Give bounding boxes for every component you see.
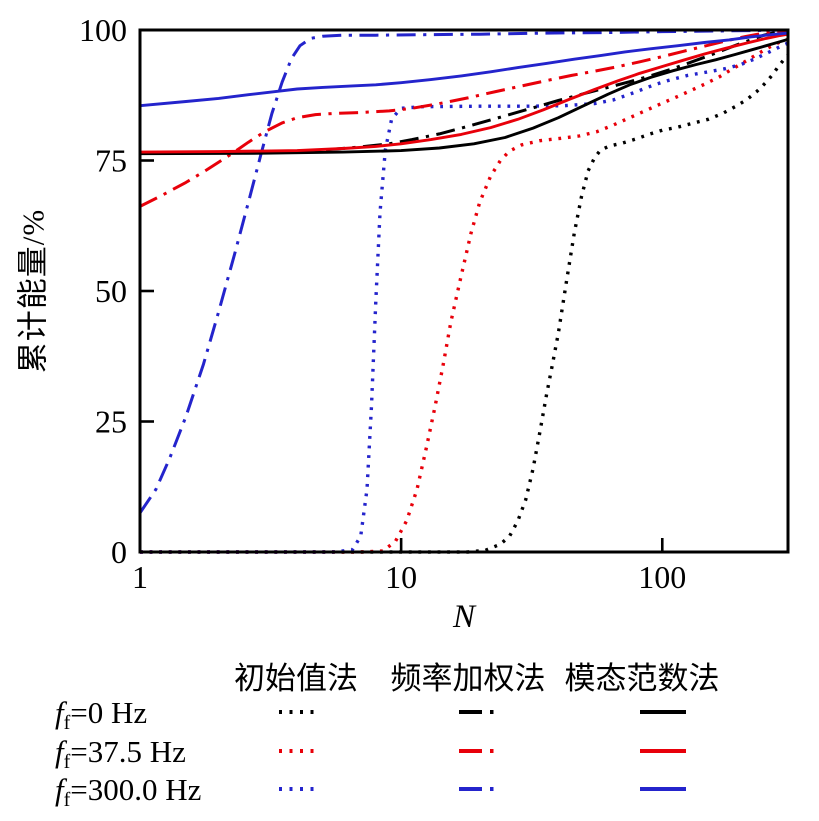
frequency-value: =300.0 Hz xyxy=(70,772,202,807)
energy-chart: 1 10 100 0 25 50 75 100 xyxy=(79,12,790,595)
x-tick-label: 100 xyxy=(638,559,686,595)
x-axis-title: N xyxy=(452,599,476,635)
series-dashdot-300-0-Hz xyxy=(138,28,789,514)
legend-swatch-dashdot-black xyxy=(458,703,498,721)
series-dashdot-37-5-Hz xyxy=(139,29,789,208)
f-subscript: f xyxy=(63,789,71,811)
frequency-value: =37.5 Hz xyxy=(70,734,186,769)
series-dotted-0-Hz xyxy=(140,53,790,554)
legend-header-frequency-weighting-method: 频率加权法 xyxy=(390,661,546,696)
legend-swatch-dashdot-red xyxy=(458,742,498,760)
frequency-value: =0 Hz xyxy=(70,695,148,730)
f-subscript: f xyxy=(63,751,71,773)
y-tick-label: 25 xyxy=(95,404,127,440)
plot-frame xyxy=(138,28,790,554)
legend-row-label-0hz: ff=0 Hz xyxy=(55,695,148,733)
legend-swatch-solid-red xyxy=(639,742,687,760)
y-tick-label: 0 xyxy=(111,534,127,570)
legend-row-label-37-5hz: ff=37.5 Hz xyxy=(55,734,186,772)
f-subscript: f xyxy=(63,712,71,734)
y-tick-label: 100 xyxy=(79,12,127,48)
legend-header-modal-norm-method: 模态范数法 xyxy=(564,661,720,696)
legend-swatch-dotted-red xyxy=(278,742,318,760)
f-symbol: f xyxy=(55,734,64,769)
f-symbol: f xyxy=(55,772,64,807)
legend-swatch-dotted-blue xyxy=(278,780,318,798)
x-tick-label: 10 xyxy=(385,559,417,595)
f-symbol: f xyxy=(55,695,64,730)
series-dotted-300-0-Hz xyxy=(140,41,789,554)
legend-swatch-solid-blue xyxy=(639,780,687,798)
series-dotted-37-5-Hz xyxy=(140,37,789,554)
legend-swatch-solid-black xyxy=(639,703,687,721)
legend: 初始值法 频率加权法 模态范数法 ff=0 Hz ff=37.5 Hz ff=3… xyxy=(0,645,819,821)
x-tick-label: 1 xyxy=(132,559,148,595)
y-tick-label: 75 xyxy=(95,143,127,179)
legend-swatch-dashdot-blue xyxy=(458,780,498,798)
series-solid-0-Hz xyxy=(139,38,789,156)
y-axis-title: 累计能量/% xyxy=(15,208,51,374)
legend-swatch-dotted-black xyxy=(278,703,318,721)
legend-row-label-300hz: ff=300.0 Hz xyxy=(55,772,202,810)
series-solid-300-0-Hz xyxy=(139,31,789,108)
legend-header-initial-value-method: 初始值法 xyxy=(234,661,358,696)
y-tick-label: 50 xyxy=(95,273,127,309)
series-solid-37-5-Hz xyxy=(139,32,789,154)
